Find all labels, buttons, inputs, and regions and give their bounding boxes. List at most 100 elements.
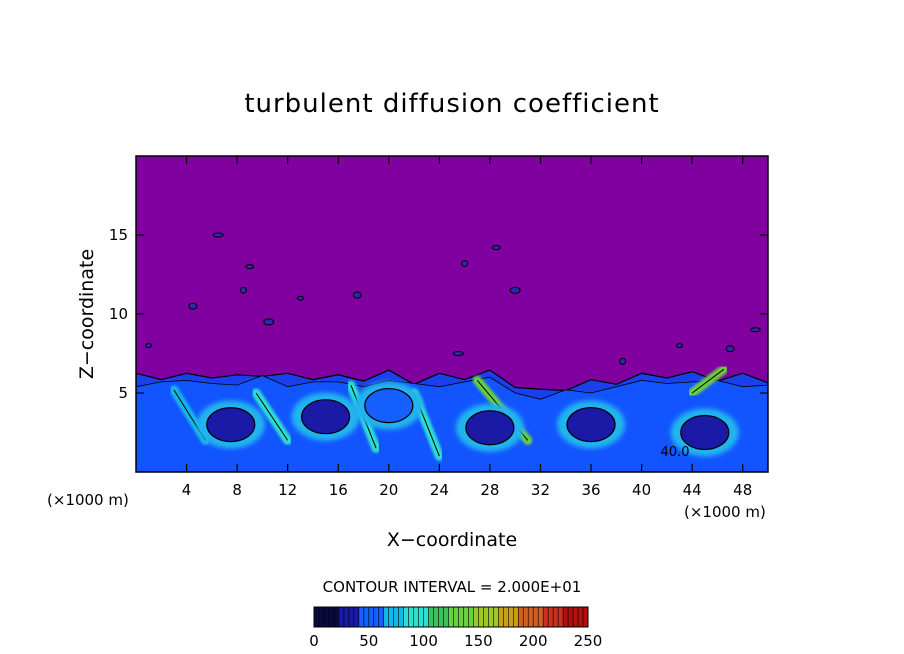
colorbar-swatch — [568, 607, 574, 627]
colorbar-swatch — [403, 607, 410, 627]
colorbar-ticks: 0 50 100 150 200 250 — [309, 632, 602, 650]
colorbar-swatch — [314, 607, 320, 627]
colorbar-swatch — [363, 607, 370, 627]
x-tick-label: 24 — [430, 481, 449, 499]
turbulence-patch — [676, 343, 684, 349]
x-axis-label: X−coordinate — [387, 529, 517, 551]
colorbar-swatch — [418, 607, 425, 627]
colorbar-swatch — [338, 607, 345, 627]
colorbar-swatch — [443, 607, 450, 627]
colorbar-swatch — [378, 607, 385, 627]
chart-title: turbulent diffusion coefficient — [244, 89, 659, 119]
turbulence-patch — [263, 318, 275, 326]
x-tick-label: 44 — [683, 481, 702, 499]
colorbar-swatch — [543, 607, 549, 627]
colorbar-tick-label: 200 — [519, 632, 548, 650]
colorbar-swatch — [333, 607, 340, 627]
turbulence-patch — [145, 343, 153, 349]
colorbar-swatch — [548, 607, 554, 627]
turbulence-patch — [725, 345, 735, 353]
turbulence-patch — [491, 245, 501, 251]
colorbar-frame — [313, 606, 589, 628]
colorbar-swatch — [583, 607, 589, 627]
colorbar-swatch — [468, 607, 474, 627]
colorbar-swatch — [348, 607, 355, 627]
contour-label: 40.0 — [661, 445, 690, 460]
x-tick-label: 8 — [232, 481, 242, 499]
x-tick-label: 48 — [733, 481, 752, 499]
turbulence-patch — [212, 232, 224, 238]
x-unit-left: (×1000 m) — [47, 491, 129, 509]
colorbar-swatch — [523, 607, 529, 627]
turbulence-patch — [239, 286, 247, 294]
colorbar-swatch — [343, 607, 350, 627]
x-tick-label: 12 — [278, 481, 297, 499]
colorbar-swatch — [513, 607, 519, 627]
turbulence-patch — [749, 327, 761, 333]
turbulence-patch — [509, 286, 521, 294]
turbulence-patch — [245, 264, 255, 270]
colorbar-swatch — [553, 607, 559, 627]
y-axis-label: Z−coordinate — [76, 249, 98, 379]
colorbar-swatch — [408, 607, 415, 627]
colorbar-swatch — [578, 607, 584, 627]
turbulence-patch — [461, 259, 469, 267]
colorbar-swatch — [373, 607, 380, 627]
colorbar-swatch — [393, 607, 400, 627]
colorbar-swatch — [498, 607, 504, 627]
eddy-core — [680, 414, 730, 451]
colorbar-swatch — [463, 607, 469, 627]
colorbar-swatch — [413, 607, 420, 627]
colorbar-swatch — [488, 607, 494, 627]
turbulence-patch — [352, 291, 362, 299]
x-tick-label: 28 — [480, 481, 499, 499]
colorbar-tick-label: 100 — [409, 632, 438, 650]
colorbar-swatch — [558, 607, 564, 627]
x-tick-label: 40 — [632, 481, 651, 499]
filament-contour — [691, 368, 725, 394]
eddy-core — [465, 410, 515, 446]
x-unit-right: (×1000 m) — [684, 503, 766, 521]
colorbar-swatch — [528, 607, 534, 627]
colorbar-swatch — [328, 607, 335, 627]
colorbar-swatch — [318, 607, 325, 627]
colorbar-tick-label: 0 — [309, 632, 319, 650]
colorbar-swatch — [358, 607, 365, 627]
colorbar-swatch — [483, 607, 489, 627]
turbulence-patch — [296, 295, 304, 301]
colorbar-swatch — [458, 607, 464, 627]
turbulence-patch — [188, 302, 198, 310]
colorbar-tick-label: 250 — [574, 632, 603, 650]
plot-area: 40.0 — [136, 156, 768, 472]
eddy-layer — [196, 381, 739, 457]
colorbar-swatch — [473, 607, 479, 627]
y-tick-label: 5 — [118, 384, 128, 402]
colorbar-swatch — [478, 607, 484, 627]
x-tick-label: 32 — [531, 481, 550, 499]
colorbar-swatch — [428, 607, 435, 627]
colorbar-swatch — [538, 607, 544, 627]
colorbar-swatch — [323, 607, 330, 627]
x-axis: 4 8 12 16 20 24 28 32 36 40 44 48 — [182, 156, 752, 499]
colorbar-swatch — [423, 607, 430, 627]
colorbar-swatch — [433, 607, 440, 627]
colorbar-swatch — [398, 607, 405, 627]
colorbar-swatch — [563, 607, 569, 627]
turbulence-patch — [452, 351, 464, 356]
y-tick-label: 10 — [109, 305, 128, 323]
contour-interval-text: CONTOUR INTERVAL = 2.000E+01 — [323, 578, 582, 596]
colorbar-swatch — [368, 607, 375, 627]
colorbar-swatch — [533, 607, 539, 627]
colorbar-swatch — [353, 607, 360, 627]
turbulence-patch — [619, 357, 627, 365]
eddy-core — [206, 407, 256, 443]
colorbar-swatch — [503, 607, 509, 627]
turbulent-layer — [136, 369, 768, 472]
patch-layer — [145, 232, 761, 365]
colorbar-swatch — [573, 607, 579, 627]
x-tick-label: 16 — [329, 481, 348, 499]
colorbar-tick-label: 150 — [464, 632, 493, 650]
colorbar-swatch — [383, 607, 390, 627]
y-axis: 5 10 15 — [109, 226, 768, 402]
